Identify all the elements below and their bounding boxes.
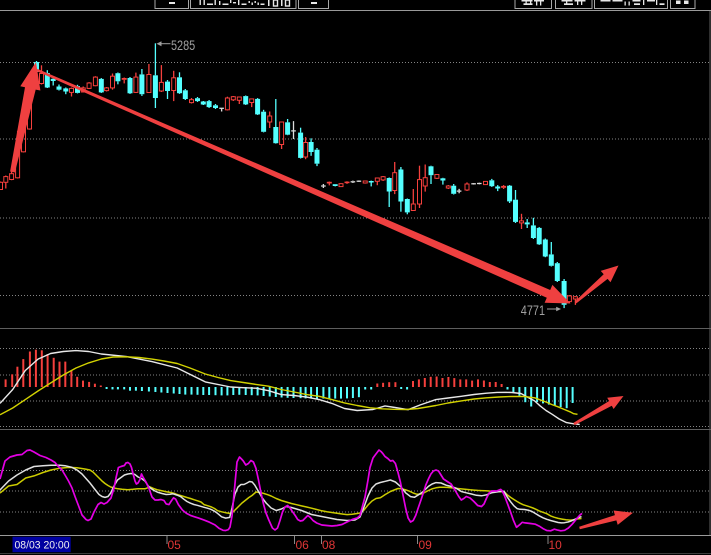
svg-text:06: 06 (296, 538, 310, 552)
svg-text:08/03 20:00: 08/03 20:00 (15, 539, 70, 551)
svg-text:5285: 5285 (171, 37, 195, 53)
svg-text:05: 05 (168, 538, 182, 552)
svg-text:10: 10 (549, 538, 563, 552)
svg-text:4771: 4771 (521, 302, 545, 318)
svg-text:08: 08 (322, 538, 336, 552)
svg-text:09: 09 (419, 538, 433, 552)
